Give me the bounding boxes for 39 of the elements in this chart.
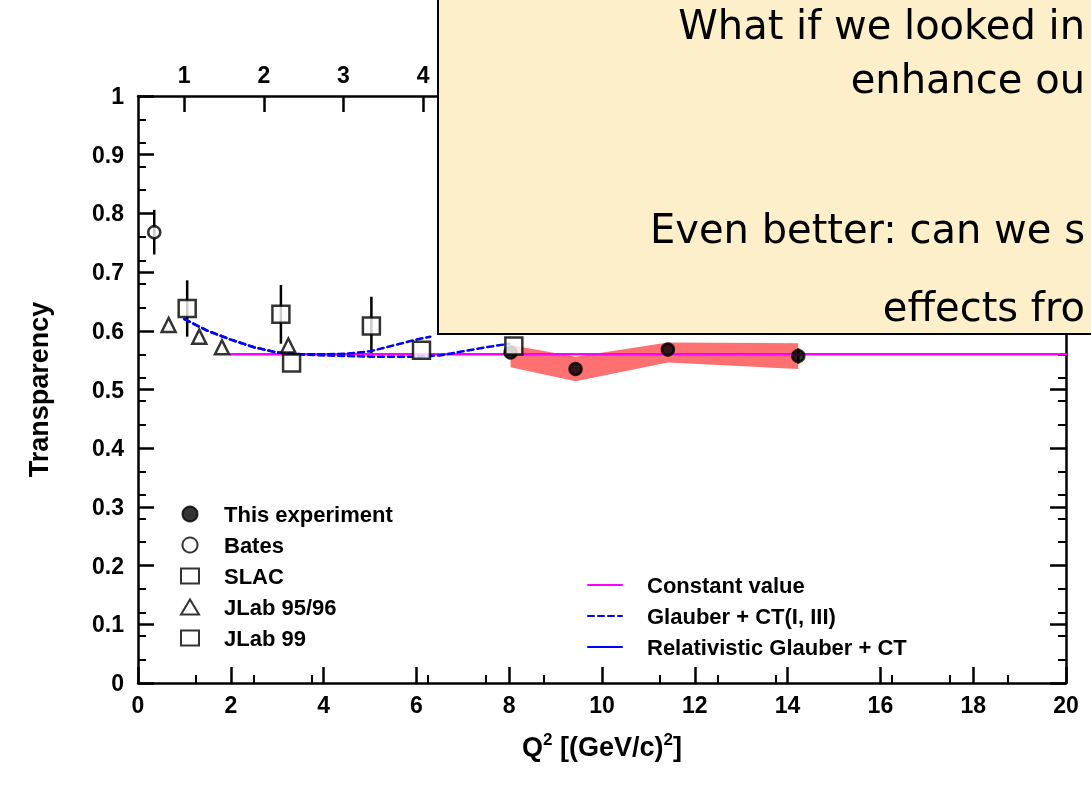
annotation: effects fro xyxy=(882,284,1085,330)
x2-tick-label: 2 xyxy=(257,61,271,88)
y-tick-label: 0.2 xyxy=(92,552,124,579)
legend-label: Constant value xyxy=(647,572,805,598)
annotation: Even better: can we s xyxy=(650,206,1085,252)
x-tick-label: 6 xyxy=(410,691,423,718)
x-tick-label: 18 xyxy=(960,691,987,718)
text: What if we looked in xyxy=(678,2,1085,48)
legend-label: JLab 99 xyxy=(224,625,306,651)
y-tick-label: 0.8 xyxy=(92,200,125,227)
x-tick-label: 20 xyxy=(1053,691,1079,718)
x-tick-label: 16 xyxy=(867,691,894,718)
y-tick-label: 0 xyxy=(111,670,124,696)
x2-tick-label: 4 xyxy=(416,61,430,88)
legend-label: Glauber + CT(I, III) xyxy=(647,603,836,629)
y-tick-label: 0.6 xyxy=(92,317,124,344)
y-tick-label: 0.4 xyxy=(92,435,125,462)
legend-label: This experiment xyxy=(224,501,394,527)
annotation: enhance ou xyxy=(850,56,1085,102)
x-tick-label: 12 xyxy=(682,691,708,718)
x2-tick-label: 3 xyxy=(337,61,350,88)
x-tick-label: 2 xyxy=(224,691,238,718)
y-tick-label: 0.7 xyxy=(92,259,124,286)
x-tick-label: 0 xyxy=(131,691,145,718)
y-tick-label: 0.1 xyxy=(92,611,125,638)
legend-label: SLAC xyxy=(224,563,284,589)
legend-label: Relativistic Glauber + CT xyxy=(647,634,908,660)
y-axis-title: Transparency xyxy=(23,301,54,478)
y-tick-label: 0.5 xyxy=(92,376,125,403)
y-tick-label: 0.3 xyxy=(92,493,124,520)
x-tick-label: 14 xyxy=(774,691,801,718)
x-tick-label: 10 xyxy=(589,691,615,718)
x-tick-label: 8 xyxy=(502,691,516,718)
legend-label: JLab 95/96 xyxy=(224,594,337,620)
x2-tick-label: 1 xyxy=(177,61,191,88)
y-tick-label: 0.9 xyxy=(92,141,124,168)
x-tick-label: 4 xyxy=(317,691,331,718)
legend-label: Bates xyxy=(224,532,284,558)
y-tick-label: 1 xyxy=(111,83,125,109)
